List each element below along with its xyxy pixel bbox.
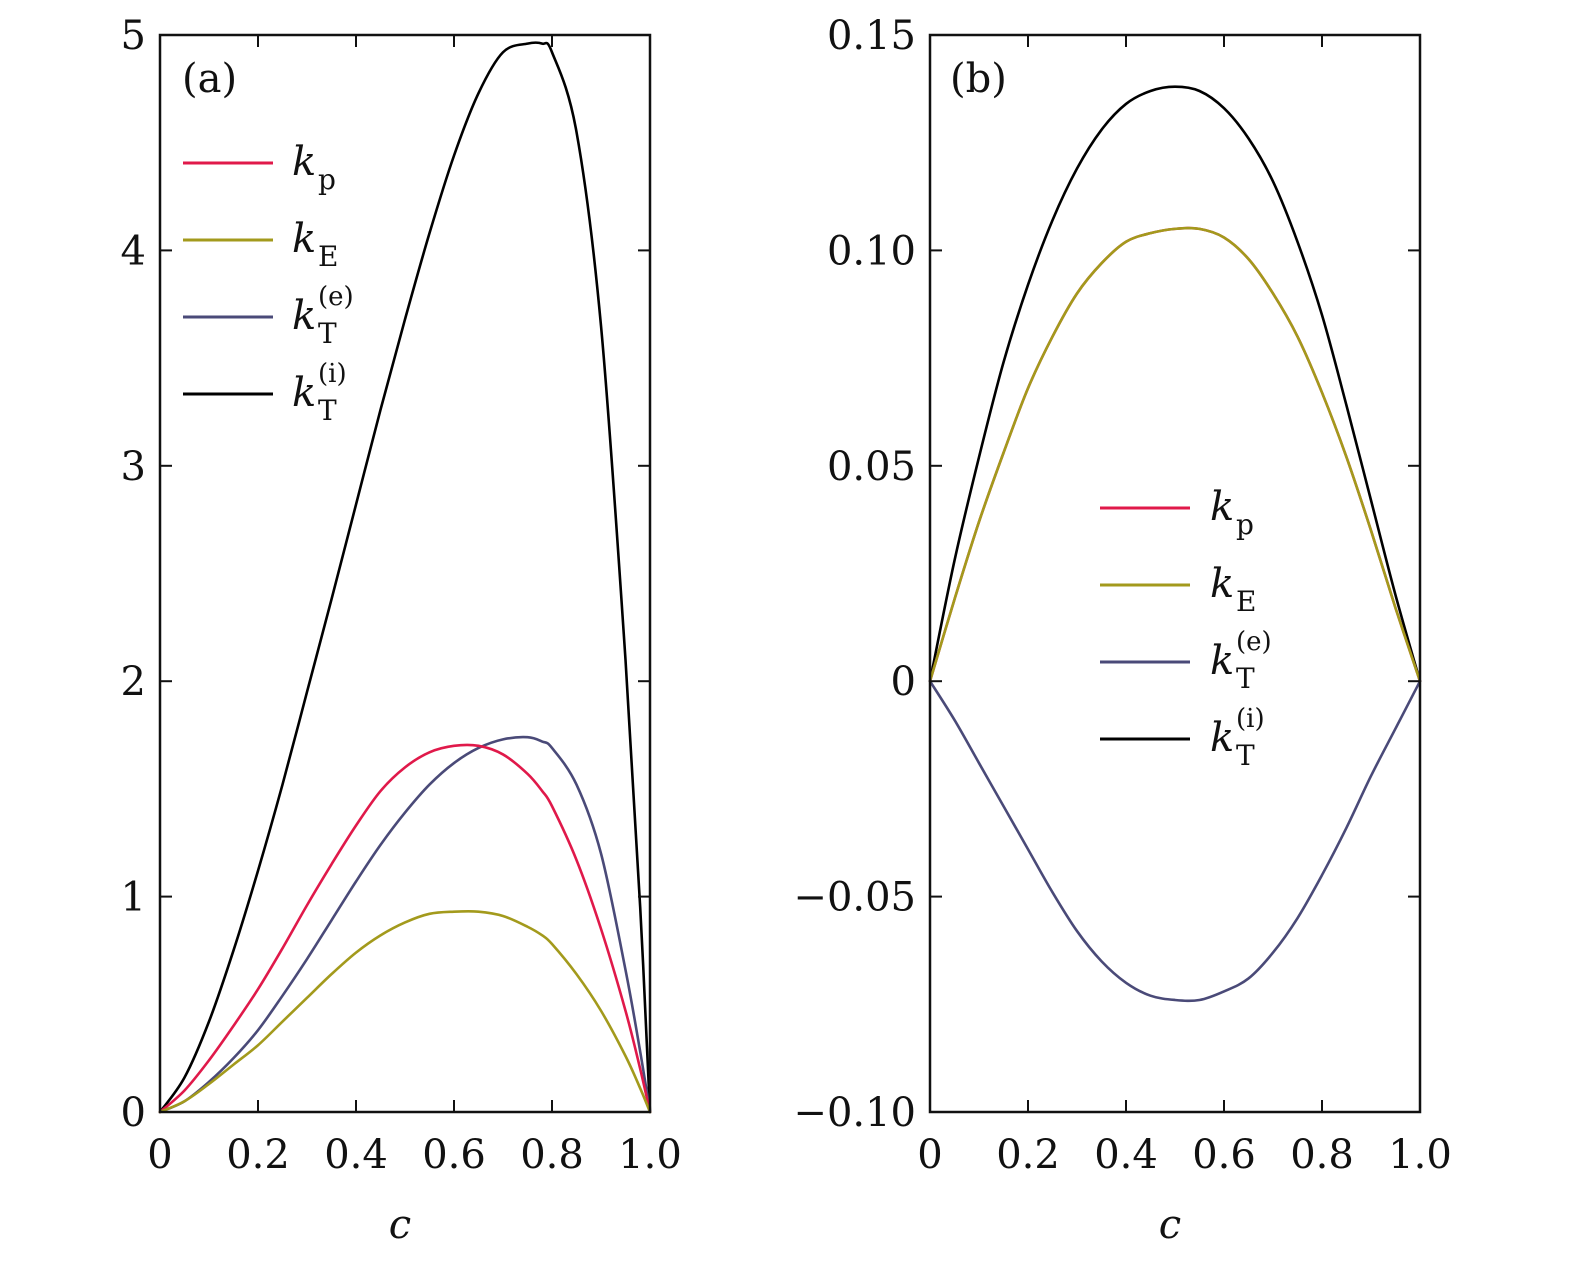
x-tick-label: 0.4 [1094, 1132, 1158, 1178]
legend-label-superscript: (i) [1236, 704, 1265, 734]
y-tick-label: 0.15 [827, 13, 916, 59]
legend-label-subscript: T [318, 317, 337, 350]
y-tick-label: 4 [121, 228, 146, 274]
x-tick-label: 0.8 [520, 1132, 584, 1178]
y-tick-label: 0.10 [827, 228, 916, 274]
legend-label-subscript: p [1236, 508, 1254, 541]
legend-label-superscript: (e) [1236, 627, 1272, 657]
legend-item: k T (e) [1100, 627, 1272, 695]
series-line-t-e [158, 735, 652, 1114]
legend: k pk Ek T(e)k T(i) [1100, 484, 1272, 772]
legend-label: k [1210, 715, 1234, 761]
legend-label-subscript: T [1236, 662, 1255, 695]
legend-label: k [292, 370, 316, 416]
legend-label: k [292, 216, 316, 262]
panel-label: (a) [182, 56, 237, 102]
legend-item: k T (e) [183, 282, 354, 350]
x-tick-label: 0.6 [1192, 1132, 1256, 1178]
panel-label: (b) [950, 56, 1007, 102]
legend-item: k T (i) [183, 359, 347, 427]
legend-label-subscript: E [1236, 585, 1256, 618]
legend-label: k [1210, 484, 1234, 530]
x-tick-label: 0.4 [324, 1132, 388, 1178]
x-tick-label: 0.8 [1290, 1132, 1354, 1178]
legend-label-subscript: E [318, 240, 338, 273]
series-line-e [928, 226, 1422, 683]
legend: k pk Ek T(e)k T(i) [183, 139, 354, 427]
series-line-t-i [928, 85, 1422, 683]
series-line-t-i [158, 41, 652, 1114]
y-tick-label: 2 [121, 659, 146, 705]
legend-label: k [1210, 638, 1234, 684]
y-tick-label: 0 [891, 659, 916, 705]
series-line-p [158, 743, 652, 1114]
x-axis-label: c [1159, 1202, 1181, 1248]
x-tick-label: 1.0 [618, 1132, 682, 1178]
y-tick-label: 0 [121, 1090, 146, 1136]
plot-frame [928, 33, 1422, 1114]
series-line-e [158, 909, 652, 1114]
legend-label: k [1210, 561, 1234, 607]
y-tick-label: 0.05 [827, 444, 916, 490]
y-tick-label: 5 [121, 13, 146, 59]
x-tick-label: 1.0 [1388, 1132, 1452, 1178]
legend-label-subscript: p [318, 163, 336, 196]
series-line-t-e [928, 679, 1422, 1003]
x-tick-label: 0 [917, 1132, 942, 1178]
legend-label-superscript: (i) [318, 359, 347, 389]
x-axis-label: c [389, 1202, 411, 1248]
x-tick-label: 0.2 [226, 1132, 290, 1178]
x-tick-label: 0 [147, 1132, 172, 1178]
legend-label: k [292, 293, 316, 339]
y-tick-label: 3 [121, 444, 146, 490]
y-tick-label: −0.05 [793, 875, 916, 921]
legend-item: k T (i) [1100, 704, 1265, 772]
plot-frame [158, 33, 652, 1114]
y-tick-label: 1 [121, 875, 146, 921]
legend-label-subscript: T [1236, 739, 1255, 772]
x-tick-label: 0.2 [996, 1132, 1060, 1178]
y-tick-label: −0.10 [793, 1090, 916, 1136]
legend-label-subscript: T [318, 394, 337, 427]
legend-label-superscript: (e) [318, 282, 354, 312]
panel-b: 0 0.2 0.4 0.6 0.8 1.0 −0.10 −0.05 0 0.05 0.10 0.15 c… [793, 13, 1451, 1248]
x-tick-label: 0.6 [422, 1132, 486, 1178]
legend-label: k [292, 139, 316, 185]
